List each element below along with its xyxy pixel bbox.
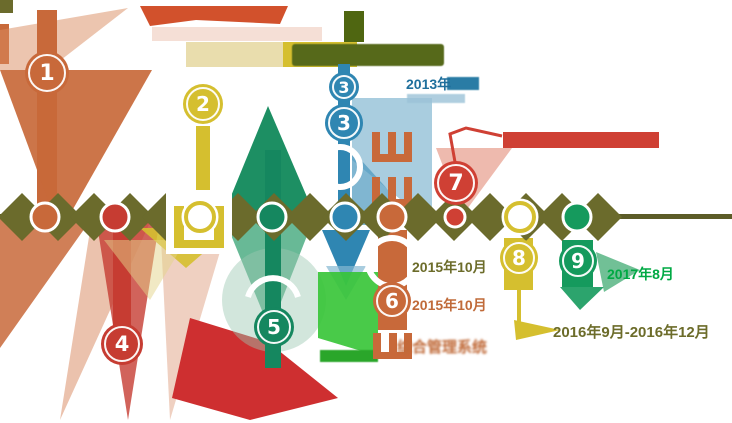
white-half-ring-teal [245, 275, 301, 298]
flag-orange-lower [0, 218, 92, 348]
red-title-blob [140, 6, 288, 26]
label-date-2017: 2017年8月 [607, 266, 674, 282]
white-ring-blue-stem [317, 144, 363, 190]
pale-yellow-tri [104, 240, 186, 300]
stem-badge8 [517, 290, 521, 326]
badge-number: 7 [448, 170, 464, 196]
badge-5: 5 [254, 307, 294, 347]
badge-number: 3 [338, 77, 350, 97]
badge-6: 6 [373, 282, 411, 320]
badge-ring [257, 310, 291, 344]
badge-ring [186, 87, 220, 121]
red-text-blob [172, 318, 338, 420]
yellow-bracket-node2 [174, 206, 224, 248]
badge-number: 4 [114, 332, 130, 356]
badge-ring [332, 75, 356, 99]
red-hook-7 [448, 126, 503, 163]
timeline-nodes [29, 198, 593, 236]
bright-green-block [318, 272, 378, 356]
badge-ring [328, 107, 360, 139]
flag-orange-upper [0, 70, 152, 232]
badge-3: 3 [325, 104, 363, 142]
badge-ring [503, 242, 535, 274]
flag-salmon-lower2 [160, 218, 230, 420]
badge-number: 6 [385, 289, 399, 313]
pale-yellow-band [186, 42, 286, 67]
badge-ring [376, 285, 408, 317]
blue-tri-below [322, 230, 370, 286]
badge-ring [437, 164, 475, 202]
red-band-right [503, 132, 659, 148]
badge-number: 9 [571, 249, 585, 273]
badge-2: 2 [183, 84, 223, 124]
corner-fragment [0, 0, 13, 13]
badge-9: 9 [559, 242, 597, 280]
badge-4: 4 [101, 323, 143, 365]
badge-8: 8 [500, 239, 538, 277]
blue-text-ghost [407, 94, 465, 103]
orange-bracket-row1 [372, 132, 412, 162]
red-title-ghost [152, 27, 322, 41]
badge-7: 7 [434, 161, 478, 205]
badge-ring [562, 245, 594, 277]
badge-number: 5 [267, 315, 281, 339]
label-date-2015-first: 2015年10月 [412, 259, 487, 275]
badge-number: 8 [512, 246, 526, 270]
blue-text-blob [447, 77, 479, 90]
green-text-blob [320, 350, 378, 362]
orange-bracket-bottom [373, 333, 412, 359]
green-tri-below9 [560, 287, 604, 310]
badge-number: 1 [39, 60, 55, 86]
label-date-2015-second: 2015年10月 [412, 297, 487, 313]
green-blob-right9 [596, 252, 640, 292]
dark-green-block [344, 11, 364, 42]
badge-ring [104, 326, 140, 362]
badge-number: 3 [337, 111, 351, 135]
label-platform-text: 综合管理系统 [397, 339, 488, 356]
label-date-2016-range: 2016年9月-2016年12月 [553, 324, 710, 341]
badge-number: 2 [196, 92, 210, 116]
badge-3-partial: 3 [329, 72, 359, 102]
label-date-2013: 2013年 [406, 76, 452, 92]
badge-1: 1 [25, 51, 69, 95]
olive-title-blob [292, 44, 444, 66]
yellow-elbow [514, 320, 560, 340]
flag-orange-sliver [0, 8, 128, 70]
badge-ring [28, 54, 66, 92]
